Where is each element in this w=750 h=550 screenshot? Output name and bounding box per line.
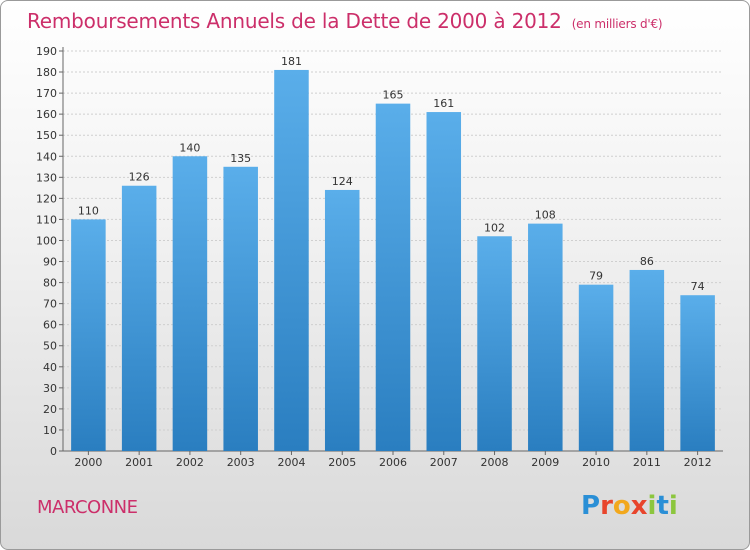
bar-2008	[477, 236, 512, 451]
logo-letter: t	[656, 491, 669, 521]
value-label-2001: 126	[129, 171, 150, 184]
value-label-2008: 102	[484, 221, 505, 234]
bar-2000	[71, 219, 106, 451]
x-tick-label-2003: 2003	[227, 456, 255, 469]
y-tick-label: 140	[36, 150, 57, 163]
bar-2006	[375, 103, 411, 451]
y-tick-label: 190	[36, 45, 57, 58]
value-label-2010: 79	[589, 270, 603, 283]
y-tick-label: 90	[43, 256, 57, 269]
y-tick-label: 150	[36, 129, 57, 142]
y-tick-label: 50	[43, 340, 57, 353]
x-tick-label-2012: 2012	[684, 456, 712, 469]
bar-2001	[121, 185, 157, 451]
logo-letter: P	[581, 491, 601, 521]
x-tick-label-2000: 2000	[74, 456, 102, 469]
y-tick-label: 40	[43, 361, 57, 374]
logo-letter: o	[612, 491, 631, 521]
bar-2012	[680, 295, 715, 451]
bar-2010	[578, 284, 614, 451]
x-tick-label-2001: 2001	[125, 456, 153, 469]
y-tick-label: 30	[43, 382, 57, 395]
bar-2004	[274, 69, 309, 452]
logo-letter: i	[668, 491, 678, 521]
x-tick-label-2002: 2002	[176, 456, 204, 469]
value-label-2012: 74	[691, 280, 705, 293]
chart-unit: (en milliers d'€)	[571, 17, 663, 31]
value-label-2011: 86	[640, 255, 654, 268]
x-tick-label-2008: 2008	[481, 456, 509, 469]
y-tick-label: 0	[50, 445, 57, 458]
labels: 110 2000 126 2001 140 2002 135 2003 181 2004 124 20…	[74, 55, 711, 469]
y-tick-label: 80	[43, 277, 57, 290]
y-tick-label: 160	[36, 108, 57, 121]
value-label-2003: 135	[230, 152, 251, 165]
logo-letter: r	[600, 491, 613, 521]
x-tick-label-2007: 2007	[430, 456, 458, 469]
x-tick-label-2010: 2010	[582, 456, 610, 469]
value-label-2004: 181	[281, 55, 302, 68]
y-tick-label: 70	[43, 298, 57, 311]
value-label-2000: 110	[78, 204, 99, 217]
x-tick-label-2004: 2004	[277, 456, 305, 469]
y-tick-label: 20	[43, 403, 57, 416]
chart-title: Remboursements Annuels de la Dette de 20…	[27, 9, 663, 33]
chart-title-text: Remboursements Annuels de la Dette de 20…	[27, 9, 562, 33]
y-tick-label: 170	[36, 87, 57, 100]
bar-2011	[629, 269, 665, 451]
bar-2003	[223, 166, 258, 451]
value-label-2007: 161	[433, 97, 454, 110]
y-tick-label: 120	[36, 192, 57, 205]
town-name: MARCONNE	[37, 497, 138, 518]
proxiti-logo[interactable]: Proxiti	[581, 491, 678, 521]
y-tick-label: 110	[36, 213, 57, 226]
logo-letter: i	[647, 491, 657, 521]
x-tick-label-2005: 2005	[328, 456, 356, 469]
y-tick-label: 180	[36, 66, 57, 79]
y-tick-label: 100	[36, 234, 57, 247]
bar-2007	[426, 112, 462, 451]
y-tick-label: 10	[43, 424, 57, 437]
value-label-2006: 165	[383, 89, 404, 102]
bar-2009	[528, 223, 563, 451]
logo-letter: x	[630, 491, 648, 521]
y-tick-label: 130	[36, 171, 57, 184]
x-tick-label-2006: 2006	[379, 456, 407, 469]
value-label-2005: 124	[332, 175, 353, 188]
x-tick-label-2011: 2011	[633, 456, 661, 469]
bar-2005	[324, 189, 360, 451]
y-tick-label: 60	[43, 319, 57, 332]
value-label-2002: 140	[179, 141, 200, 154]
bars	[71, 69, 715, 452]
value-label-2009: 108	[535, 209, 556, 222]
bar-2002	[172, 156, 208, 451]
x-tick-label-2009: 2009	[531, 456, 559, 469]
